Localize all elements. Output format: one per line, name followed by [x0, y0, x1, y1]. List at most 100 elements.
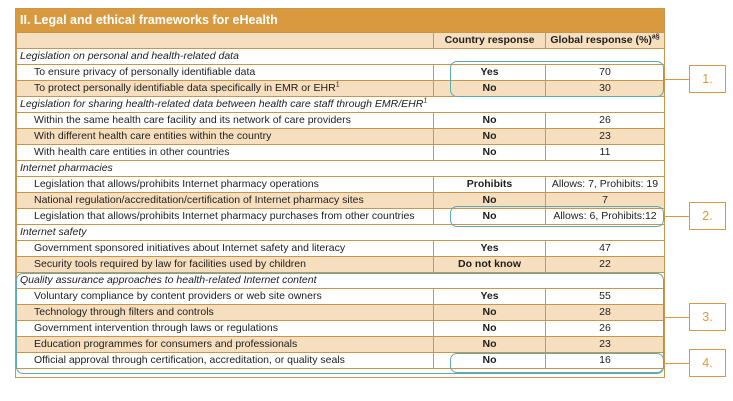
callout-connector-1: [664, 79, 689, 80]
global-response-cell: 23: [545, 336, 665, 353]
panel-title: II. Legal and ethical frameworks for eHe…: [16, 9, 664, 32]
row-label-text: Voluntary compliance by content provider…: [34, 290, 322, 302]
row-label-text: To ensure privacy of personally identifi…: [34, 66, 256, 78]
callout-2: 2.: [689, 202, 726, 230]
global-response-cell: 22: [545, 256, 665, 273]
row-label: Technology through filters and controls: [16, 304, 434, 321]
section-header-row: Quality assurance approaches to health-r…: [16, 272, 665, 289]
global-response-cell: 47: [545, 240, 665, 257]
global-response-cell: 23: [545, 128, 665, 145]
section-title-text: Legislation for sharing health-related d…: [20, 98, 424, 110]
section-title: Legislation on personal and health-relat…: [16, 48, 665, 65]
table-row: Official approval through certification,…: [16, 352, 665, 369]
table-row: With different health care entities with…: [16, 128, 665, 145]
country-response-cell: No: [433, 208, 546, 225]
table-row: Government sponsored initiatives about I…: [16, 240, 665, 257]
header-country-response: Country response: [433, 32, 546, 49]
row-label-text: Security tools required by law for facil…: [34, 258, 306, 270]
table-header-row: Country response Global response (%)a§: [16, 32, 665, 49]
row-label-text: Technology through filters and controls: [34, 306, 214, 318]
global-response-cell: 70: [545, 64, 665, 81]
global-response-cell: Allows: 7, Prohibits: 19: [545, 176, 665, 193]
row-label: Government intervention through laws or …: [16, 320, 434, 337]
country-response-cell: Do not know: [433, 256, 546, 273]
row-label-text: Legislation that allows/prohibits Intern…: [34, 210, 415, 222]
section-header-row: Legislation on personal and health-relat…: [16, 48, 665, 65]
section-title-text: Quality assurance approaches to health-r…: [20, 274, 317, 286]
row-label: Official approval through certification,…: [16, 352, 434, 369]
row-label-text: Within the same health care facility and…: [34, 114, 351, 126]
callout-connector-2: [664, 216, 689, 217]
country-response-cell: No: [433, 352, 546, 369]
global-response-cell: 28: [545, 304, 665, 321]
callout-connector-3: [664, 317, 689, 318]
section-title-text: Legislation on personal and health-relat…: [20, 50, 239, 62]
row-label: To ensure privacy of personally identifi…: [16, 64, 434, 81]
row-label-text: To protect personally identifiable data …: [34, 82, 336, 94]
section-title: Quality assurance approaches to health-r…: [16, 272, 665, 289]
table-row: Legislation that allows/prohibits Intern…: [16, 208, 665, 225]
header-global-response: Global response (%)a§: [545, 32, 665, 49]
row-label: National regulation/accreditation/certif…: [16, 192, 434, 209]
row-label-text: Government intervention through laws or …: [34, 322, 278, 334]
row-label: Within the same health care facility and…: [16, 112, 434, 129]
table-row: To ensure privacy of personally identifi…: [16, 64, 665, 81]
table-row: Within the same health care facility and…: [16, 112, 665, 129]
section-title-text: Internet safety: [20, 226, 87, 238]
row-label: To protect personally identifiable data …: [16, 80, 434, 97]
country-response-cell: No: [433, 304, 546, 321]
row-label: Legislation that allows/prohibits Intern…: [16, 208, 434, 225]
country-response-cell: No: [433, 336, 546, 353]
row-label: Voluntary compliance by content provider…: [16, 288, 434, 305]
country-response-cell: No: [433, 320, 546, 337]
country-response-cell: No: [433, 80, 546, 97]
table-row: Legislation that allows/prohibits Intern…: [16, 176, 665, 193]
table-row: Education programmes for consumers and p…: [16, 336, 665, 353]
country-response-cell: No: [433, 144, 546, 161]
row-label-text: Education programmes for consumers and p…: [34, 338, 298, 350]
table-row: Voluntary compliance by content provider…: [16, 288, 665, 305]
global-response-cell: 11: [545, 144, 665, 161]
global-response-cell: 26: [545, 320, 665, 337]
country-response-cell: Prohibits: [433, 176, 546, 193]
country-response-cell: No: [433, 128, 546, 145]
section-header-row: Legislation for sharing health-related d…: [16, 96, 665, 113]
table-row: Security tools required by law for facil…: [16, 256, 665, 273]
section-header-row: Internet safety: [16, 224, 665, 241]
header-global-response-text: Global response (%): [550, 34, 652, 46]
header-global-response-sup: a§: [651, 33, 660, 41]
country-response-cell: Yes: [433, 240, 546, 257]
section-title: Internet safety: [16, 224, 665, 241]
table-body: Country response Global response (%)a§ L…: [16, 32, 665, 369]
row-label: Education programmes for consumers and p…: [16, 336, 434, 353]
callout-connector-4: [664, 363, 689, 364]
row-label-text: With different health care entities with…: [34, 130, 272, 142]
callout-1: 1.: [689, 65, 726, 93]
row-label-text: Government sponsored initiatives about I…: [34, 242, 346, 254]
row-label-text: Official approval through certification,…: [34, 354, 345, 366]
row-label-text: National regulation/accreditation/certif…: [34, 194, 364, 206]
header-label-cell: [16, 32, 434, 49]
row-label: Security tools required by law for facil…: [16, 256, 434, 273]
global-response-cell: 30: [545, 80, 665, 97]
row-label: Government sponsored initiatives about I…: [16, 240, 434, 257]
table-row: With health care entities in other count…: [16, 144, 665, 161]
row-label-text: Legislation that allows/prohibits Intern…: [34, 178, 319, 190]
row-label: With health care entities in other count…: [16, 144, 434, 161]
frameworks-table: Country response Global response (%)a§ L…: [16, 32, 665, 369]
table-row: Government intervention through laws or …: [16, 320, 665, 337]
global-response-cell: Allows: 6, Prohibits:12: [545, 208, 665, 225]
row-label: Legislation that allows/prohibits Intern…: [16, 176, 434, 193]
section-header-row: Internet pharmacies: [16, 160, 665, 177]
section-title: Internet pharmacies: [16, 160, 665, 177]
country-response-cell: Yes: [433, 64, 546, 81]
callout-3: 3.: [689, 303, 726, 331]
global-response-cell: 16: [545, 352, 665, 369]
row-label: With different health care entities with…: [16, 128, 434, 145]
country-response-cell: No: [433, 192, 546, 209]
global-response-cell: 26: [545, 112, 665, 129]
country-response-cell: Yes: [433, 288, 546, 305]
section-title: Legislation for sharing health-related d…: [16, 96, 665, 113]
table-row: To protect personally identifiable data …: [16, 80, 665, 97]
